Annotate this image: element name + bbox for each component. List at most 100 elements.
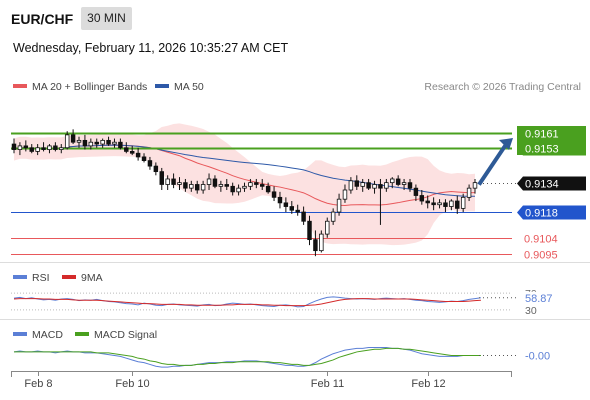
- candle-down: [171, 178, 176, 185]
- macd-signal-legend-swatch: [75, 332, 89, 336]
- ma20-legend-label: MA 20 + Bollinger Bands: [32, 81, 147, 93]
- candle-down: [147, 160, 153, 167]
- research-credit: Research © 2026 Trading Central: [424, 81, 581, 93]
- candle-down: [271, 191, 277, 198]
- x-tick-label: Feb 10: [115, 378, 149, 390]
- candle-down: [94, 141, 99, 145]
- candle-down: [129, 151, 135, 154]
- candles: [11, 129, 478, 257]
- candle-down: [53, 145, 58, 150]
- forecast-arrow: [477, 138, 513, 186]
- timestamp: Wednesday, February 11, 2026 10:35:27 AM…: [13, 41, 289, 55]
- candle-up: [330, 211, 336, 222]
- candle-down: [82, 139, 88, 147]
- candle-down: [455, 200, 460, 209]
- candle-up: [466, 187, 472, 198]
- rsi-ma-legend-swatch: [62, 275, 76, 279]
- forecast-arrow-head: [499, 138, 513, 151]
- resistance-2-tag: [517, 126, 586, 141]
- candle-down: [159, 171, 164, 185]
- rsi-value-label: 58.87: [525, 293, 553, 305]
- candle-up: [165, 178, 170, 185]
- candle-up: [449, 200, 454, 207]
- candle-down: [254, 182, 259, 185]
- candle-up: [390, 178, 395, 184]
- price-levels: 0.9161 0.9153 0.9134 0.9118 0.9104 0.9095: [11, 126, 586, 262]
- macd-signal-legend-label: MACD Signal: [94, 329, 157, 341]
- candle-up: [360, 182, 365, 187]
- candle-up: [88, 141, 94, 147]
- candle-down: [135, 152, 141, 158]
- resistance-2-label: 0.9161: [525, 129, 559, 141]
- candle-down: [141, 156, 147, 161]
- candle-up: [401, 182, 407, 185]
- candle-down: [395, 178, 401, 185]
- candle-down: [212, 178, 218, 187]
- candle-down: [354, 180, 360, 187]
- rsi-panel: 307058.87: [11, 288, 562, 317]
- candle-down: [259, 184, 265, 187]
- candle-up: [76, 139, 82, 143]
- macd-value-label: -0.00: [525, 351, 550, 363]
- candle-down: [425, 200, 430, 204]
- candle-up: [248, 182, 253, 187]
- rsi-ma-legend-label: 9MA: [81, 272, 103, 284]
- candle-up: [242, 185, 247, 189]
- last-price-tag: [517, 176, 586, 191]
- candle-down: [29, 147, 34, 152]
- candle-down: [413, 187, 419, 196]
- candle-down: [70, 134, 76, 143]
- candle-down: [407, 182, 413, 189]
- x-axis: Feb 8 Feb 10 Feb 11 Feb 12: [11, 371, 512, 390]
- resistance-1-label: 0.9153: [525, 144, 559, 156]
- macd-line: [13, 346, 481, 368]
- candle-up: [348, 180, 354, 191]
- resistance-1-tag: [517, 141, 586, 156]
- rsi-line: [13, 296, 481, 308]
- candle-up: [200, 184, 206, 191]
- candle-down: [124, 147, 129, 152]
- candle-down: [307, 220, 312, 241]
- candle-down: [301, 211, 306, 222]
- candle-up: [59, 147, 64, 150]
- candle-down: [378, 184, 383, 189]
- candle-down: [41, 147, 46, 150]
- candle-down: [443, 202, 448, 207]
- candle-up: [472, 182, 478, 189]
- instrument-title: EUR/CHF: [11, 11, 74, 27]
- candle-up: [17, 145, 23, 150]
- candle-up: [47, 145, 52, 150]
- candle-up: [189, 184, 194, 189]
- ma50-legend-swatch: [155, 84, 169, 88]
- candle-up: [336, 198, 342, 213]
- x-tick-label: Feb 8: [24, 378, 52, 390]
- rsi-legend-swatch: [13, 275, 27, 279]
- support-2-label: 0.9095: [524, 250, 558, 262]
- rsi-ma-line: [13, 298, 481, 307]
- candle-down: [277, 196, 283, 204]
- last-price-label: 0.9134: [525, 179, 559, 191]
- ma20-legend-swatch: [13, 84, 27, 88]
- candle-down: [283, 202, 289, 207]
- macd-legend-swatch: [13, 332, 27, 336]
- candle-down: [289, 206, 295, 211]
- ma50-legend-label: MA 50: [174, 81, 204, 93]
- candle-down: [194, 184, 200, 191]
- candle-up: [112, 141, 117, 145]
- candle-down: [419, 195, 425, 202]
- candle-up: [218, 184, 224, 187]
- timeframe-badge[interactable]: 30 MIN: [81, 7, 132, 30]
- candle-up: [206, 178, 212, 185]
- candle-up: [437, 202, 442, 206]
- candle-down: [153, 165, 159, 173]
- candle-up: [236, 187, 241, 193]
- rsi-value-backdrop: [522, 291, 562, 304]
- candle-up: [342, 189, 348, 200]
- candle-down: [11, 143, 17, 150]
- macd-legend-label: MACD: [32, 329, 63, 341]
- candle-down: [366, 182, 371, 189]
- candle-up: [325, 220, 330, 235]
- candle-down: [313, 239, 318, 252]
- macd-signal-line: [14, 347, 481, 366]
